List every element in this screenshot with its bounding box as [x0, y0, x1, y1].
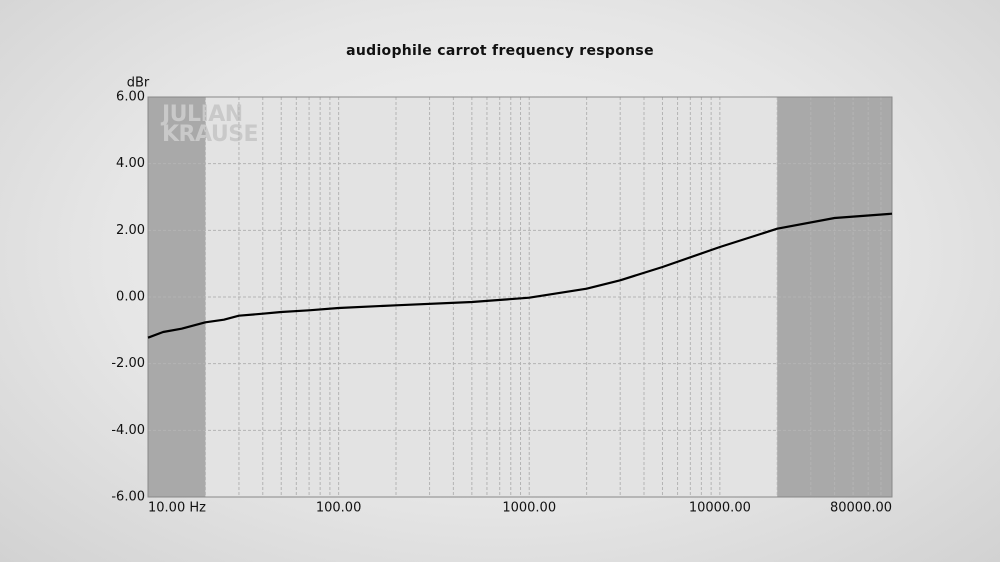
x-tick-label: 10000.00 — [689, 501, 751, 516]
y-tick-label: 4.00 — [116, 156, 145, 171]
watermark: KRAUSE — [162, 122, 258, 147]
y-tick-label: 0.00 — [116, 290, 145, 305]
y-tick-label: 2.00 — [116, 223, 145, 238]
watermark: JULIAN — [160, 102, 243, 127]
shaded-range — [148, 97, 206, 497]
x-tick-label: 100.00 — [316, 501, 362, 516]
chart-title: audiophile carrot frequency response — [346, 43, 654, 59]
y-tick-label: -6.00 — [111, 490, 145, 505]
y-tick-label: -2.00 — [111, 356, 145, 371]
x-tick-label: 1000.00 — [502, 501, 556, 516]
response-line — [147, 212, 893, 339]
plot-frame — [147, 96, 893, 498]
y-tick-label: -4.00 — [111, 423, 145, 438]
y-axis-label: dBr — [127, 76, 150, 91]
y-tick-label: 6.00 — [116, 90, 145, 105]
x-tick-label: 10.00 Hz — [148, 501, 206, 516]
x-tick-label: 80000.00 — [830, 501, 892, 516]
